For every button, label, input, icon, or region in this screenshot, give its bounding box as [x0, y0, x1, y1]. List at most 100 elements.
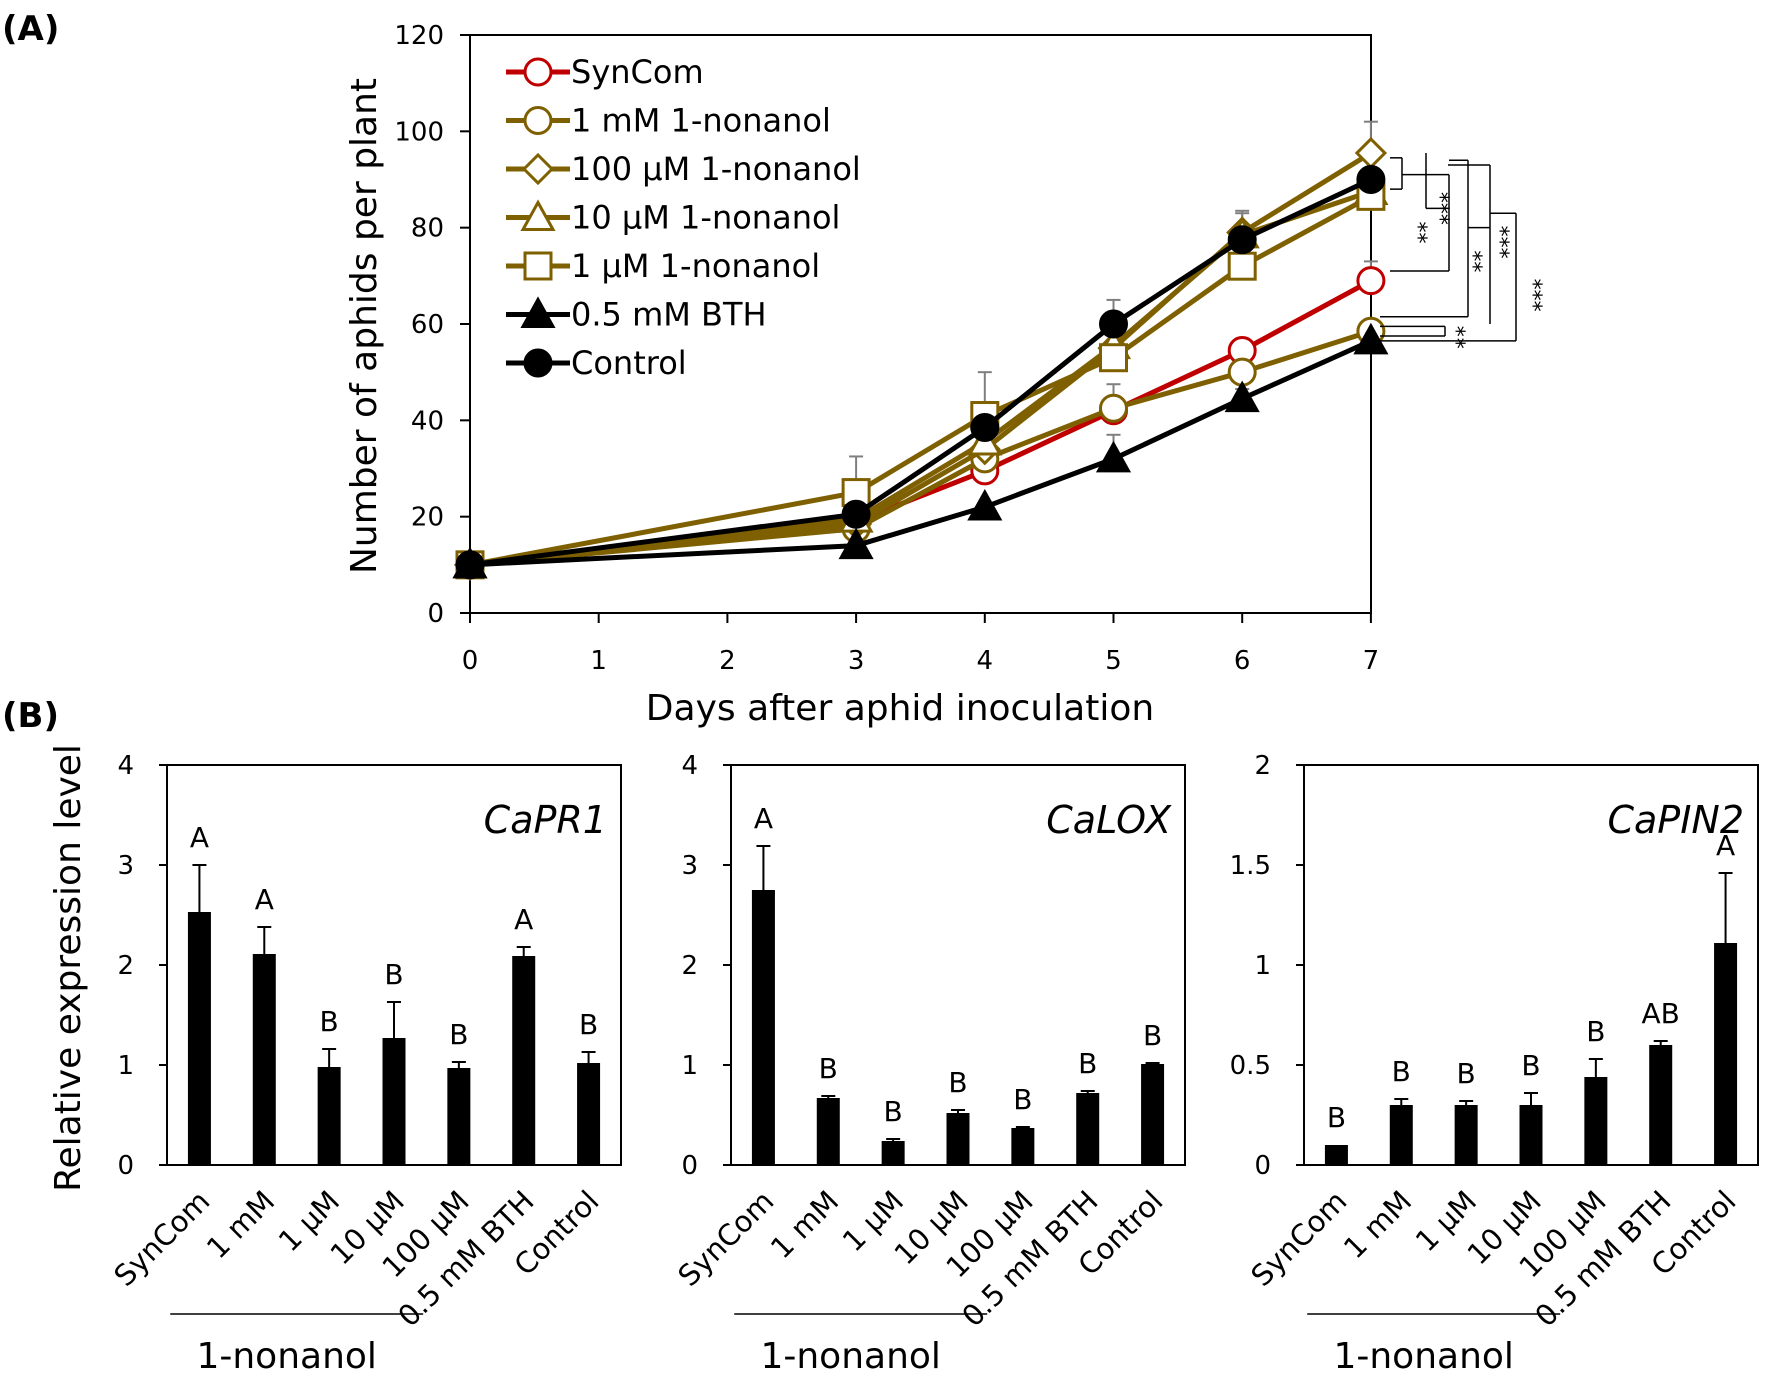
y-tick-label: 20	[411, 503, 444, 533]
significance-letter: B	[819, 1052, 838, 1085]
y-tick-label: 4	[681, 751, 698, 781]
bar	[1076, 1093, 1100, 1165]
y-tick-label: 0	[427, 599, 444, 629]
significance-label: **	[1405, 221, 1430, 243]
significance-letter: B	[1392, 1055, 1411, 1088]
point-marker	[521, 152, 555, 186]
bar	[1011, 1128, 1035, 1165]
y-tick-label: 0	[117, 1151, 134, 1181]
series-line	[469, 328, 1372, 568]
y-tick-label: 0.5	[1230, 1051, 1271, 1081]
legend-label: Control	[571, 344, 687, 382]
bar	[1454, 1105, 1478, 1165]
series-0-5-mm-bth	[452, 322, 1389, 579]
category-label: SynCom	[671, 1184, 780, 1293]
y-tick-label: 2	[117, 951, 134, 981]
y-axis-title-a: Number of aphids per plant	[344, 78, 385, 574]
significance-letter: B	[1586, 1015, 1605, 1048]
significance-letter: B	[320, 1005, 339, 1038]
legend-label: 1 mM 1-nonanol	[571, 102, 831, 140]
significance-letter: B	[579, 1008, 598, 1041]
significance-brackets: ***************	[1380, 153, 1545, 349]
bar	[1584, 1077, 1608, 1165]
point-marker	[523, 106, 553, 135]
x-tick-label: 3	[848, 646, 865, 676]
bar	[946, 1113, 970, 1165]
legend-label: 1 µM 1-nonanol	[571, 247, 820, 285]
legend-label: 100 µM 1-nonanol	[571, 150, 861, 188]
point-marker	[523, 348, 553, 378]
category-label: SynCom	[1244, 1184, 1353, 1293]
legend-label: 0.5 mM BTH	[571, 296, 767, 334]
y-tick-label: 100	[394, 117, 444, 147]
series-control	[455, 165, 1386, 580]
point-marker	[1099, 309, 1128, 339]
y-tick-label: 3	[681, 851, 698, 881]
y-tick-label: 2	[681, 951, 698, 981]
bar	[1389, 1105, 1413, 1165]
y-tick-label: 120	[394, 21, 444, 51]
point-marker	[1099, 343, 1128, 373]
significance-letter: B	[1457, 1057, 1476, 1090]
bar	[317, 1067, 341, 1165]
point-marker	[523, 57, 553, 87]
significance-letter: A	[255, 883, 274, 916]
bar	[1649, 1045, 1673, 1165]
point-marker	[1354, 136, 1388, 170]
significance-letter: A	[190, 821, 209, 854]
significance-label: *	[1443, 338, 1468, 349]
significance-label: ***	[1487, 226, 1512, 259]
point-marker	[838, 527, 874, 560]
x-axis-title-a: Days after aphid inoculation	[646, 688, 1154, 729]
point-marker	[967, 488, 1003, 521]
point-marker	[455, 550, 485, 580]
point-marker	[1099, 393, 1128, 423]
significance-letter: A	[514, 903, 533, 936]
group-label: 1-nonanol	[196, 1336, 376, 1377]
series-line	[469, 150, 1373, 568]
category-label: 1 mM	[1337, 1184, 1418, 1265]
bar	[881, 1141, 905, 1165]
bar	[577, 1063, 601, 1165]
point-marker	[1227, 225, 1257, 255]
legend-label: SynCom	[571, 53, 704, 91]
significance-label: **	[1460, 250, 1485, 272]
point-marker	[1224, 380, 1260, 413]
panel-a: (A) 0 20 40 60 80 100 120 0 1 2 3 4 5 6 7 Days after aph…	[2, 9, 1545, 729]
point-marker	[841, 499, 871, 529]
bar	[512, 956, 536, 1165]
gene-label: CaLOX	[1046, 798, 1172, 842]
category-label: 1 mM	[764, 1184, 845, 1265]
x-tick-label: 2	[719, 646, 736, 676]
significance-letter: B	[1521, 1049, 1540, 1082]
significance-letter: B	[449, 1018, 468, 1051]
point-marker	[1356, 165, 1386, 194]
significance-letter: B	[1327, 1101, 1346, 1134]
point-marker	[523, 251, 553, 281]
series-line	[469, 338, 1372, 568]
bar	[447, 1068, 471, 1165]
bar	[382, 1038, 406, 1165]
y-axis-title-b: Relative expression level	[48, 744, 89, 1192]
significance-label: ***	[1520, 279, 1545, 312]
x-tick-label: 0	[462, 646, 479, 676]
legend-label: 10 µM 1-nonanol	[571, 199, 840, 237]
y-tick-label: 0	[681, 1151, 698, 1181]
y-tick-label: 1.5	[1230, 851, 1271, 881]
y-tick-label: 1	[681, 1051, 698, 1081]
y-tick-label: 1	[117, 1051, 134, 1081]
y-tick-label: 2	[1254, 751, 1271, 781]
y-tick-label: 4	[117, 751, 134, 781]
bar	[816, 1098, 840, 1165]
group-label: 1-nonanol	[760, 1336, 940, 1377]
point-marker	[520, 199, 556, 231]
significance-letter: A	[754, 802, 773, 835]
bar	[1519, 1105, 1543, 1165]
point-marker	[1356, 266, 1386, 296]
y-tick-label: 40	[411, 406, 444, 436]
x-tick-label: 6	[1234, 646, 1251, 676]
group-label: 1-nonanol	[1333, 1336, 1513, 1377]
